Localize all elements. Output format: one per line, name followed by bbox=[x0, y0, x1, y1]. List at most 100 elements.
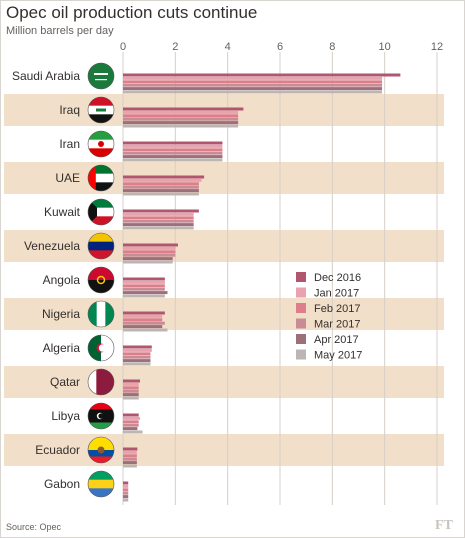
bar bbox=[123, 352, 151, 356]
category-label: Algeria bbox=[43, 341, 81, 355]
category-label: Libya bbox=[51, 409, 80, 423]
legend-swatch bbox=[296, 334, 306, 344]
bar bbox=[123, 454, 137, 458]
bar bbox=[123, 481, 129, 485]
bar bbox=[123, 219, 194, 223]
bar bbox=[123, 457, 137, 461]
bar bbox=[123, 382, 139, 386]
bar bbox=[123, 87, 383, 91]
bar bbox=[123, 396, 139, 400]
kuwait-flag-icon bbox=[87, 198, 115, 226]
bar bbox=[123, 420, 139, 424]
bar bbox=[123, 226, 194, 230]
bar bbox=[123, 73, 401, 77]
chart-title: Opec oil production cuts continue bbox=[6, 3, 258, 22]
row-band bbox=[4, 366, 444, 398]
bar bbox=[123, 110, 239, 114]
venezuela-flag-icon bbox=[87, 232, 115, 260]
bar bbox=[123, 491, 129, 495]
bar bbox=[123, 311, 165, 315]
legend-swatch bbox=[296, 303, 306, 313]
bar bbox=[123, 362, 151, 366]
bar bbox=[123, 151, 223, 155]
category-label: Nigeria bbox=[42, 307, 80, 321]
qatar-flag-icon bbox=[87, 368, 115, 396]
legend-label: Dec 2016 bbox=[314, 272, 361, 284]
x-tick-label: 2 bbox=[172, 41, 178, 53]
bar bbox=[123, 277, 165, 281]
bar bbox=[123, 314, 163, 318]
gabon-flag-icon bbox=[87, 470, 115, 498]
category-label: Kuwait bbox=[44, 205, 81, 219]
bar bbox=[123, 223, 194, 227]
category-label: Ecuador bbox=[35, 443, 80, 457]
row-band bbox=[4, 162, 444, 194]
bar bbox=[123, 413, 139, 417]
category-label: Qatar bbox=[50, 375, 80, 389]
bar bbox=[123, 287, 165, 291]
legend-label: Feb 2017 bbox=[314, 303, 360, 315]
row-band bbox=[4, 298, 444, 330]
bar bbox=[123, 107, 244, 111]
bar bbox=[123, 447, 138, 451]
bar bbox=[123, 114, 239, 118]
legend-label: Mar 2017 bbox=[314, 319, 360, 331]
category-label: Iraq bbox=[59, 103, 80, 117]
bar bbox=[123, 260, 173, 264]
bar bbox=[123, 209, 199, 213]
bar bbox=[123, 216, 194, 220]
legend-swatch bbox=[296, 349, 306, 360]
bar bbox=[123, 192, 199, 196]
row-band bbox=[4, 230, 444, 262]
bar bbox=[123, 393, 139, 397]
libya-flag-icon bbox=[87, 402, 115, 430]
bar bbox=[123, 257, 173, 261]
legend-label: May 2017 bbox=[314, 350, 362, 362]
bar bbox=[123, 185, 199, 189]
bars bbox=[123, 73, 401, 502]
bar bbox=[123, 461, 137, 465]
legend-label: Jan 2017 bbox=[314, 288, 359, 300]
bar bbox=[123, 386, 139, 390]
ecuador-flag-icon bbox=[87, 436, 115, 464]
category-labels: Saudi Arabia Iraq Iran UAE Kuwait Venezuela An… bbox=[12, 69, 81, 491]
bar bbox=[123, 284, 165, 288]
bar bbox=[123, 243, 178, 247]
bar bbox=[123, 117, 239, 121]
bar bbox=[123, 253, 176, 257]
bar bbox=[123, 83, 383, 87]
bar bbox=[123, 389, 139, 393]
bar bbox=[123, 175, 205, 179]
flag-icons bbox=[87, 62, 115, 498]
bar bbox=[123, 182, 199, 186]
saudi-arabia-flag-icon bbox=[87, 62, 115, 90]
bar bbox=[123, 124, 239, 128]
category-label: Venezuela bbox=[24, 239, 80, 253]
bar bbox=[123, 416, 141, 420]
bar bbox=[123, 76, 383, 80]
legend-swatch bbox=[296, 318, 306, 329]
bar bbox=[123, 423, 139, 427]
bar bbox=[123, 321, 165, 325]
bar bbox=[123, 427, 138, 431]
bar bbox=[123, 121, 239, 125]
category-label: Angola bbox=[43, 273, 81, 287]
bar bbox=[123, 80, 383, 84]
bar bbox=[123, 318, 163, 322]
bar bbox=[123, 348, 152, 352]
bar bbox=[123, 90, 383, 94]
x-tick-label: 12 bbox=[431, 41, 443, 53]
x-tick-label: 8 bbox=[329, 41, 335, 53]
iran-flag-icon bbox=[87, 130, 115, 158]
bar bbox=[123, 495, 129, 499]
category-label: UAE bbox=[55, 171, 80, 185]
chart-subtitle: Million barrels per day bbox=[6, 25, 114, 37]
bar bbox=[123, 294, 165, 298]
bar bbox=[123, 158, 223, 162]
row-bands bbox=[4, 94, 444, 466]
nigeria-flag-icon bbox=[87, 300, 115, 328]
bar bbox=[123, 141, 223, 145]
bar bbox=[123, 280, 165, 284]
category-label: Saudi Arabia bbox=[12, 69, 80, 83]
